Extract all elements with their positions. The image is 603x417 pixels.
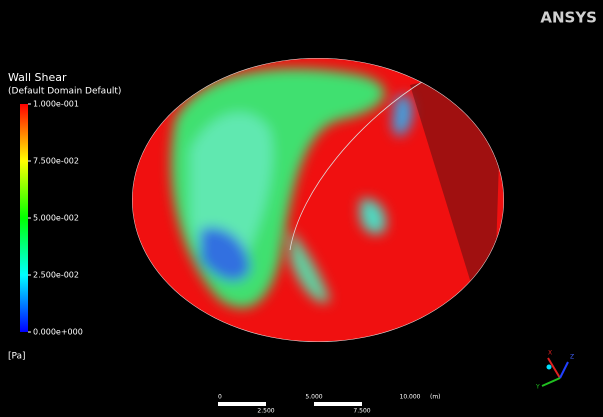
legend-label: 1.000e-001: [33, 100, 79, 109]
triad-z-label: Z: [570, 354, 574, 361]
legend-label: 2.500e-002: [33, 271, 79, 280]
legend-label: 7.500e-002: [33, 157, 79, 166]
scale-bar: [218, 402, 410, 406]
triad-y-label: Y: [535, 384, 540, 391]
scale-label: 0: [218, 394, 222, 401]
legend-label: 5.000e-002: [33, 214, 79, 223]
legend-unit: [Pa]: [8, 352, 26, 362]
color-bar: [20, 104, 28, 332]
scale-unit: (m): [430, 394, 441, 401]
contour-surface: [132, 58, 504, 342]
legend-title: Wall Shear: [8, 71, 67, 84]
scale-label: 5.000: [305, 394, 322, 401]
triad-z: [559, 361, 569, 379]
scale-bar-segment: [266, 402, 314, 406]
legend-label: 0.000e+000: [33, 328, 83, 337]
triad-y: [541, 377, 561, 387]
scale-label: 10.000: [400, 394, 421, 401]
scale-label: 7.500: [353, 408, 370, 415]
brand-logo: ANSYS: [540, 9, 597, 27]
triad-x-label: X: [548, 350, 552, 357]
axis-triad: X Z Y: [535, 350, 574, 391]
triad-point: [546, 364, 552, 370]
triad-x: [547, 357, 561, 379]
scale-bar-segment: [362, 402, 410, 406]
legend-subtitle: (Default Domain Default): [8, 87, 121, 97]
scale-label: 2.500: [257, 408, 274, 415]
